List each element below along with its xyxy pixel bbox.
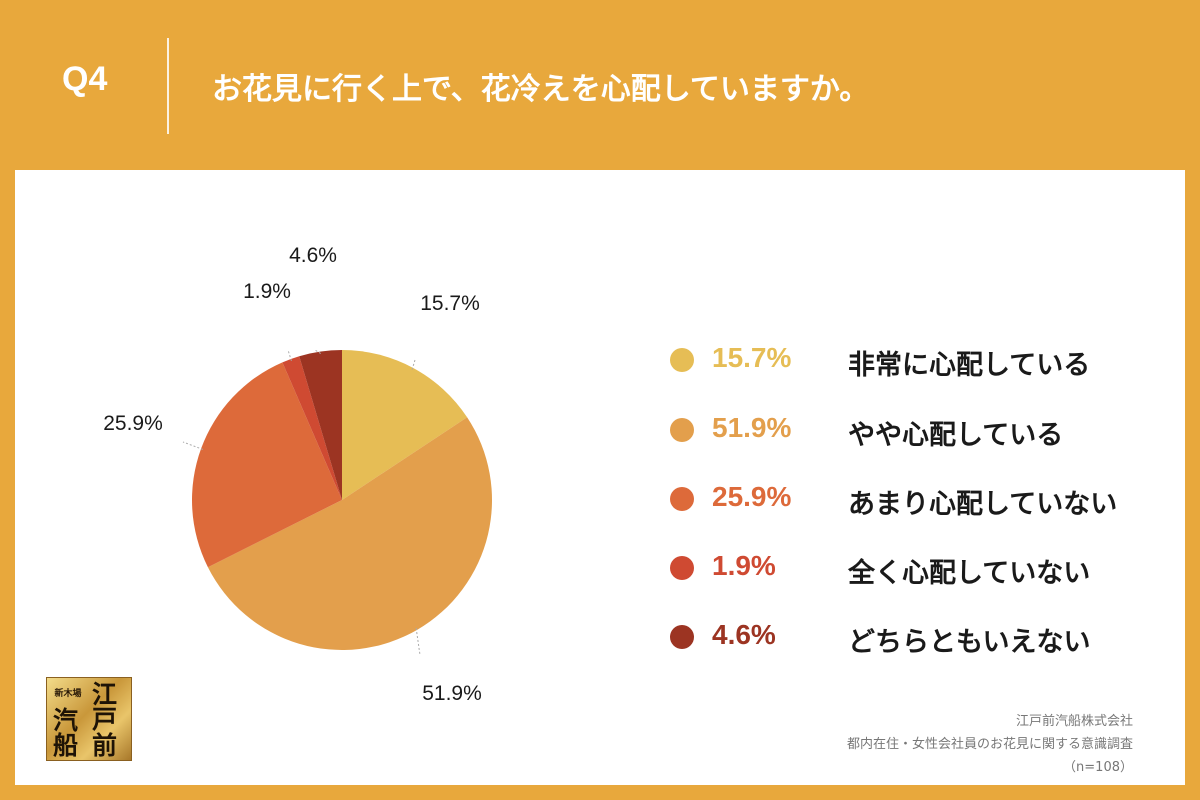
leader-line [314,349,321,354]
pie-slice [192,362,342,568]
source-sample-size: （n=108） [1063,760,1133,775]
legend-item: 4.6% どちらともいえない [670,617,1190,658]
header-divider [167,38,169,134]
legend-label: 非常に心配している [848,350,1091,381]
legend-percent: 25.9% [712,481,792,512]
logo-char: 船 [53,731,79,760]
header: Q4 お花見に行く上で、花冷えを心配していますか。 [0,0,1200,168]
leader-line [415,628,421,656]
source-survey: 都内在住・女性会社員のお花見に関する意識調査 [846,737,1133,752]
leader-line [182,441,204,450]
legend-item: 25.9% あまり心配していない [670,479,1190,520]
legend-label: あまり心配していない [848,489,1118,520]
logo-small-text: 新木場 [54,689,82,699]
pie-slice [207,417,493,651]
legend-swatch [670,487,694,511]
pie-slice [342,350,468,500]
pie-slice [282,356,342,500]
legend-item: 15.7% 非常に心配している [670,340,1190,381]
company-logo: 新木場 江 戸 汽 船 前 [46,677,132,761]
question-number: Q4 [62,60,108,98]
data-label: 25.9% [103,412,163,435]
logo-char: 戸 [92,705,118,734]
legend-label: どちらともいえない [848,627,1091,658]
pie-chart: 15.7% 51.9% 25.9% 1.9% 4.6% [103,244,493,705]
logo-char: 汽 [53,706,79,735]
question-title: お花見に行く上で、花冷えを心配していますか。 [212,72,870,107]
legend-swatch [670,556,694,580]
legend-percent: 15.7% [712,342,792,373]
legend-swatch [670,625,694,649]
pie-slice [299,350,342,500]
legend-item: 1.9% 全く心配していない [670,548,1190,589]
legend-label: 全く心配していない [848,558,1091,589]
logo-char: 江 [92,680,118,709]
data-label: 4.6% [289,244,337,267]
leader-line [287,349,292,362]
legend-percent: 4.6% [712,619,776,650]
chart-panel: 15.7% 51.9% 25.9% 1.9% 4.6% 15.7% 非常に心配している 51… [15,170,1185,785]
legend-percent: 51.9% [712,412,792,443]
data-label: 1.9% [243,280,291,303]
legend-swatch [670,348,694,372]
data-label: 15.7% [420,292,480,315]
legend-label: やや心配している [848,420,1064,451]
leader-line [411,359,416,370]
logo-char: 前 [92,731,118,760]
legend-item: 51.9% やや心配している [670,410,1190,451]
data-label: 51.9% [422,682,482,705]
legend-percent: 1.9% [712,550,776,581]
legend-swatch [670,418,694,442]
source-company: 江戸前汽船株式会社 [1015,714,1133,729]
